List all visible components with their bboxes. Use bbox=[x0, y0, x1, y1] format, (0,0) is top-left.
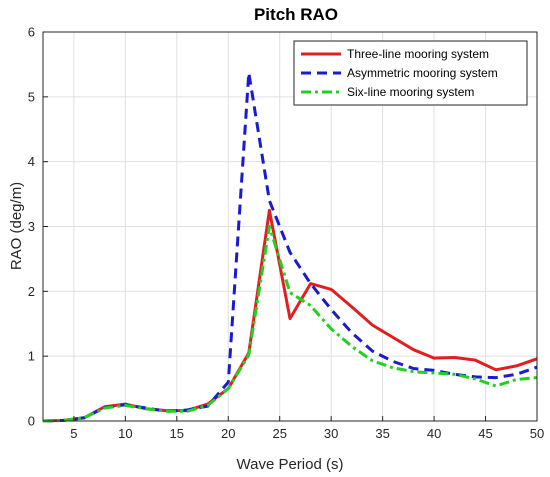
legend-label-1: Three-line mooring system bbox=[347, 47, 489, 61]
x-tick-label: 25 bbox=[272, 426, 286, 441]
x-axis-label: Wave Period (s) bbox=[237, 456, 344, 473]
series-line-3 bbox=[42, 225, 538, 423]
y-tick-label: 3 bbox=[28, 219, 35, 234]
x-tick-label: 30 bbox=[324, 426, 338, 441]
y-axis-label: RAO (deg/m) bbox=[8, 182, 25, 270]
legend: Three-line mooring system Asymmetric moor… bbox=[293, 40, 528, 106]
x-tick-label: 40 bbox=[427, 426, 441, 441]
legend-label-2: Asymmetric mooring system bbox=[347, 66, 498, 80]
x-tick-label: 15 bbox=[170, 426, 184, 441]
legend-box bbox=[293, 40, 528, 106]
y-axis-ticks: 0 1 2 3 4 5 6 bbox=[28, 25, 48, 429]
x-tick-label: 50 bbox=[530, 426, 544, 441]
x-tick-label: 5 bbox=[70, 426, 77, 441]
y-tick-label: 5 bbox=[28, 89, 35, 104]
x-tick-label: 20 bbox=[221, 426, 235, 441]
x-tick-label: 10 bbox=[118, 426, 132, 441]
y-tick-label: 2 bbox=[28, 284, 35, 299]
x-tick-label: 35 bbox=[375, 426, 389, 441]
x-tick-label: 45 bbox=[478, 426, 492, 441]
chart-title: Pitch RAO bbox=[254, 5, 338, 24]
x-axis-ticks: 5 10 15 20 25 30 35 40 45 50 bbox=[70, 416, 544, 441]
y-tick-label: 0 bbox=[28, 414, 35, 429]
legend-label-3: Six-line mooring system bbox=[347, 85, 474, 99]
series-layer bbox=[42, 71, 538, 423]
y-tick-label: 6 bbox=[28, 25, 35, 40]
y-tick-label: 1 bbox=[28, 349, 35, 364]
y-tick-label: 4 bbox=[28, 154, 35, 169]
